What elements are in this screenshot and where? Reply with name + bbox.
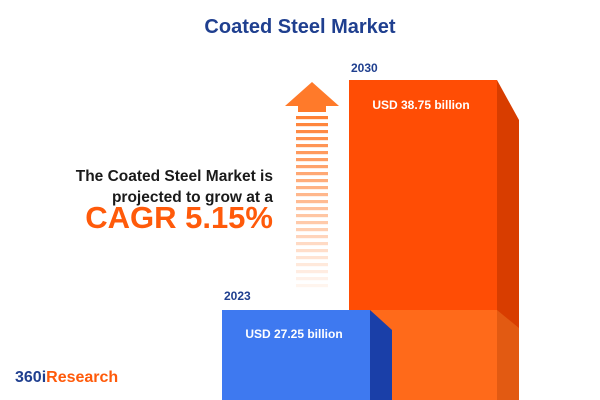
growth-arrow-stripe — [296, 179, 328, 183]
growth-arrow-stripe — [296, 158, 328, 162]
growth-arrow-stripe — [296, 144, 328, 148]
growth-arrow-stripe — [296, 214, 328, 218]
growth-arrow-stripe — [296, 116, 328, 120]
projection-line-1: The Coated Steel Market is — [75, 168, 273, 185]
growth-arrow-stripe — [296, 193, 328, 197]
growth-arrow-stripe — [296, 172, 328, 176]
bar-2023-side — [370, 310, 392, 400]
growth-arrow-stripe — [296, 277, 328, 281]
growth-arrow-stripe — [296, 284, 328, 288]
growth-arrow-stripe — [296, 249, 328, 253]
logo-suffix: Research — [46, 369, 119, 386]
growth-arrow-stripe — [296, 256, 328, 260]
bar-2030-lower-side — [497, 310, 519, 400]
value-label-2023: USD 27.25 billion — [245, 327, 342, 341]
growth-arrow-stripe — [296, 270, 328, 274]
growth-arrow-stripe — [296, 235, 328, 239]
growth-arrow-stripe — [296, 228, 328, 232]
growth-arrow-stripe — [296, 200, 328, 204]
year-label-2030: 2030 — [351, 61, 378, 75]
growth-arrow-stripe — [296, 151, 328, 155]
growth-arrow-head — [285, 82, 339, 112]
growth-arrow-stripe — [296, 207, 328, 211]
growth-arrow-stripe — [296, 130, 328, 134]
growth-arrow-stripe — [296, 137, 328, 141]
year-label-2023: 2023 — [224, 289, 251, 303]
growth-arrow-stripe — [296, 242, 328, 246]
logo-prefix: 360i — [15, 369, 47, 386]
growth-arrow-stripe — [296, 186, 328, 190]
value-label-2030: USD 38.75 billion — [372, 98, 469, 112]
brand-logo: 360iResearch — [15, 369, 118, 387]
projection-line-2: projected to grow at a — [111, 189, 273, 206]
growth-arrow-stripe — [296, 123, 328, 127]
growth-arrow-stripe — [296, 221, 328, 225]
growth-arrow-stripe — [296, 165, 328, 169]
growth-arrow-stripe — [296, 263, 328, 267]
projection-text: The Coated Steel Market is projected to … — [23, 166, 273, 208]
cagr-value: CAGR 5.15% — [85, 200, 273, 235]
chart-title: Coated Steel Market — [204, 16, 396, 38]
bar-2023-front — [222, 310, 370, 400]
